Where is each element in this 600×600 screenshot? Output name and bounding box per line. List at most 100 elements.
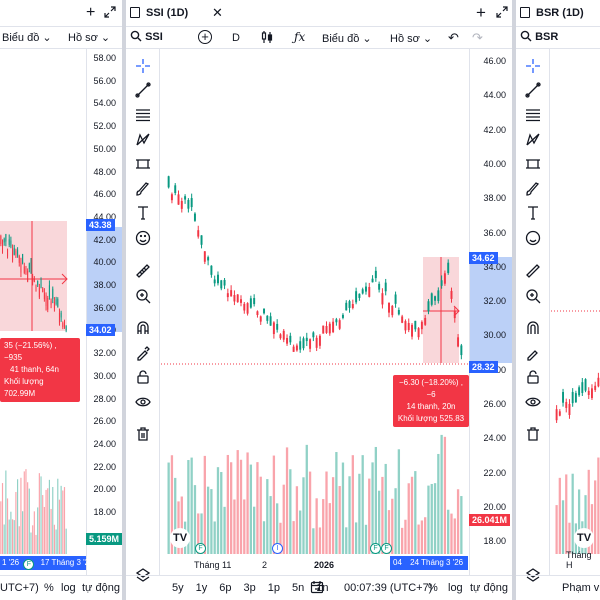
event-mark-icon[interactable]: F xyxy=(195,543,206,554)
prediction-icon[interactable] xyxy=(132,153,154,175)
lock-icon[interactable] xyxy=(522,366,544,388)
goto-date-icon[interactable] xyxy=(310,580,324,597)
trash-icon[interactable] xyxy=(132,423,154,445)
brush-icon[interactable] xyxy=(132,178,154,200)
close-tab-icon[interactable]: ✕ xyxy=(212,5,223,20)
range-button-1y[interactable]: 1y xyxy=(195,582,208,594)
ruler-icon[interactable] xyxy=(132,260,154,282)
percent-toggle[interactable]: % xyxy=(428,582,438,594)
price-tick: 42.00 xyxy=(93,234,116,245)
add-tab-icon[interactable]: + xyxy=(476,3,486,22)
tradingview-logo[interactable]: TV xyxy=(574,528,594,548)
candle xyxy=(578,387,581,396)
expand-icon[interactable] xyxy=(496,6,508,18)
eye-icon[interactable] xyxy=(132,391,154,413)
candle xyxy=(312,332,315,338)
event-mark-icon[interactable]: F xyxy=(370,543,381,554)
emoji-icon[interactable] xyxy=(522,227,544,249)
magnet-icon[interactable] xyxy=(522,317,544,339)
price-axis[interactable]: 58.00 56.00 54.00 52.00 50.00 48.00 46.00 44.00… xyxy=(86,49,122,575)
undo-icon[interactable]: ↶ xyxy=(448,30,459,45)
emoji-icon[interactable] xyxy=(132,227,154,249)
chart-type-button[interactable]: Biểu đồ ⌄ xyxy=(322,33,372,45)
crosshair-icon[interactable] xyxy=(132,55,154,77)
candle xyxy=(404,321,407,331)
compare-icon[interactable]: + xyxy=(198,30,212,44)
redo-icon[interactable]: ↷ xyxy=(472,30,483,45)
range-button-3p[interactable]: 3p xyxy=(243,582,256,594)
volume-bar xyxy=(213,521,216,554)
text-icon[interactable] xyxy=(522,202,544,224)
price-axis[interactable]: 46.00 44.00 42.00 40.00 38.00 36.00 34.00 32.00… xyxy=(469,49,512,575)
ruler-icon[interactable] xyxy=(522,260,544,282)
candle xyxy=(282,330,285,340)
range-button-6p[interactable]: 6p xyxy=(219,582,232,594)
trend-line-icon[interactable] xyxy=(132,79,154,101)
auto-toggle[interactable]: tự động xyxy=(82,582,120,594)
candle xyxy=(368,286,371,297)
percent-toggle[interactable]: % xyxy=(44,582,54,594)
candle xyxy=(8,239,10,245)
auto-toggle[interactable]: tự động xyxy=(470,582,508,594)
add-tab-icon[interactable]: + xyxy=(86,4,96,21)
tradingview-logo[interactable]: TV xyxy=(170,528,190,548)
eye-icon[interactable] xyxy=(522,391,544,413)
pattern-icon[interactable] xyxy=(522,129,544,151)
pane-separator[interactable] xyxy=(512,0,516,600)
indicators-icon[interactable]: ƒx xyxy=(294,30,306,44)
window-icon xyxy=(520,7,530,18)
crosshair-icon[interactable] xyxy=(522,55,544,77)
lock-drawing-icon[interactable] xyxy=(522,342,544,364)
text-icon[interactable] xyxy=(132,202,154,224)
timezone-label[interactable]: UTC+7) xyxy=(0,582,39,594)
prediction-icon[interactable] xyxy=(522,153,544,175)
range-button-5n[interactable]: 5n xyxy=(292,582,305,594)
zoom-in-icon[interactable] xyxy=(522,285,544,307)
volume-bar xyxy=(30,532,32,554)
tab-title[interactable]: SSI (1D) xyxy=(146,7,189,19)
ssi-chart-canvas[interactable] xyxy=(161,49,469,575)
candles-icon[interactable] xyxy=(260,30,274,47)
volume-bar xyxy=(1,483,4,554)
candle xyxy=(12,248,14,261)
timeline-tag: 1 '26 xyxy=(2,558,20,567)
log-toggle[interactable]: log xyxy=(61,582,76,594)
trend-line-icon[interactable] xyxy=(522,79,544,101)
interval-button[interactable]: D xyxy=(232,32,240,44)
bsr-chart-canvas[interactable] xyxy=(551,49,600,575)
trash-icon[interactable] xyxy=(522,423,544,445)
clock-label[interactable]: 00:07:39 (UTC+7) xyxy=(344,582,433,594)
event-mark-icon[interactable]: I xyxy=(272,543,283,554)
profile-button[interactable]: Hồ sơ ⌄ xyxy=(390,33,433,45)
event-mark-icon[interactable]: F xyxy=(381,543,392,554)
volume-bar xyxy=(269,496,272,554)
candle xyxy=(371,278,374,283)
range-button-1p[interactable]: 1p xyxy=(267,582,280,594)
zoom-in-icon[interactable] xyxy=(132,285,154,307)
left-chart-canvas[interactable] xyxy=(0,49,86,575)
price-tick: 20.00 xyxy=(483,501,506,512)
volume-bar xyxy=(285,447,289,554)
event-mark-icon[interactable]: F xyxy=(23,559,35,570)
fib-retracement-icon[interactable] xyxy=(132,104,154,126)
range-button-5y[interactable]: 5y xyxy=(172,582,184,594)
symbol-search-button[interactable]: SSI xyxy=(130,30,163,43)
pattern-icon[interactable] xyxy=(132,129,154,151)
profile-button[interactable]: Hồ sơ ⌄ xyxy=(68,32,111,44)
lock-drawing-icon[interactable] xyxy=(132,342,154,364)
lock-icon[interactable] xyxy=(132,366,154,388)
magnet-icon[interactable] xyxy=(132,317,154,339)
log-toggle[interactable]: log xyxy=(448,582,463,594)
candle xyxy=(33,278,35,282)
tab-title[interactable]: BSR (1D) xyxy=(536,7,584,19)
layers-icon[interactable] xyxy=(522,564,544,586)
chart-type-button[interactable]: Biểu đồ ⌄ xyxy=(2,32,52,44)
range-label[interactable]: Phạm vi xyxy=(562,582,600,594)
timeline-range: 04 24 Tháng 3 '26 xyxy=(390,556,468,570)
pane-separator[interactable] xyxy=(122,0,126,600)
fib-retracement-icon[interactable] xyxy=(522,104,544,126)
symbol-search-button[interactable]: BSR xyxy=(520,30,558,43)
brush-icon[interactable] xyxy=(522,178,544,200)
layers-icon[interactable] xyxy=(132,564,154,586)
expand-icon[interactable] xyxy=(104,6,116,18)
